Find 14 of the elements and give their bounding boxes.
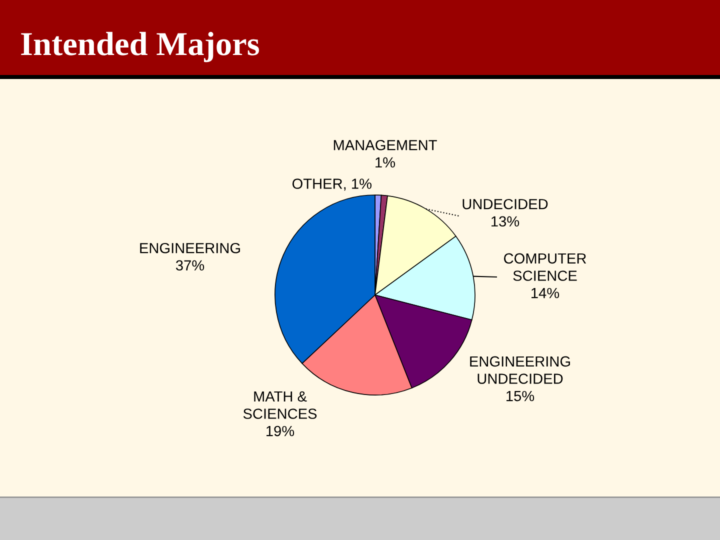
slice-label: MATH & SCIENCES: [243, 391, 317, 419]
chart-title: Intended Majors: [21, 32, 259, 62]
slice-label: OTHER, 1%: [292, 178, 372, 191]
slice-label: COMPUTER SCIENCE: [504, 253, 586, 281]
slice-label: UNDECIDED: [462, 198, 548, 210]
data-label: 13%: [492, 216, 520, 227]
data-label: 19%: [266, 426, 294, 436]
data-label: 37%: [176, 260, 204, 271]
slice-label: ENGINEERING UNDECIDED: [470, 356, 570, 384]
slice-label: ENGINEERING: [140, 242, 240, 254]
slice-label: MANAGEMENT: [334, 140, 437, 150]
data-label: 15%: [506, 390, 534, 402]
data-label: 1%: [376, 157, 396, 168]
data-label: 14%: [532, 288, 560, 298]
